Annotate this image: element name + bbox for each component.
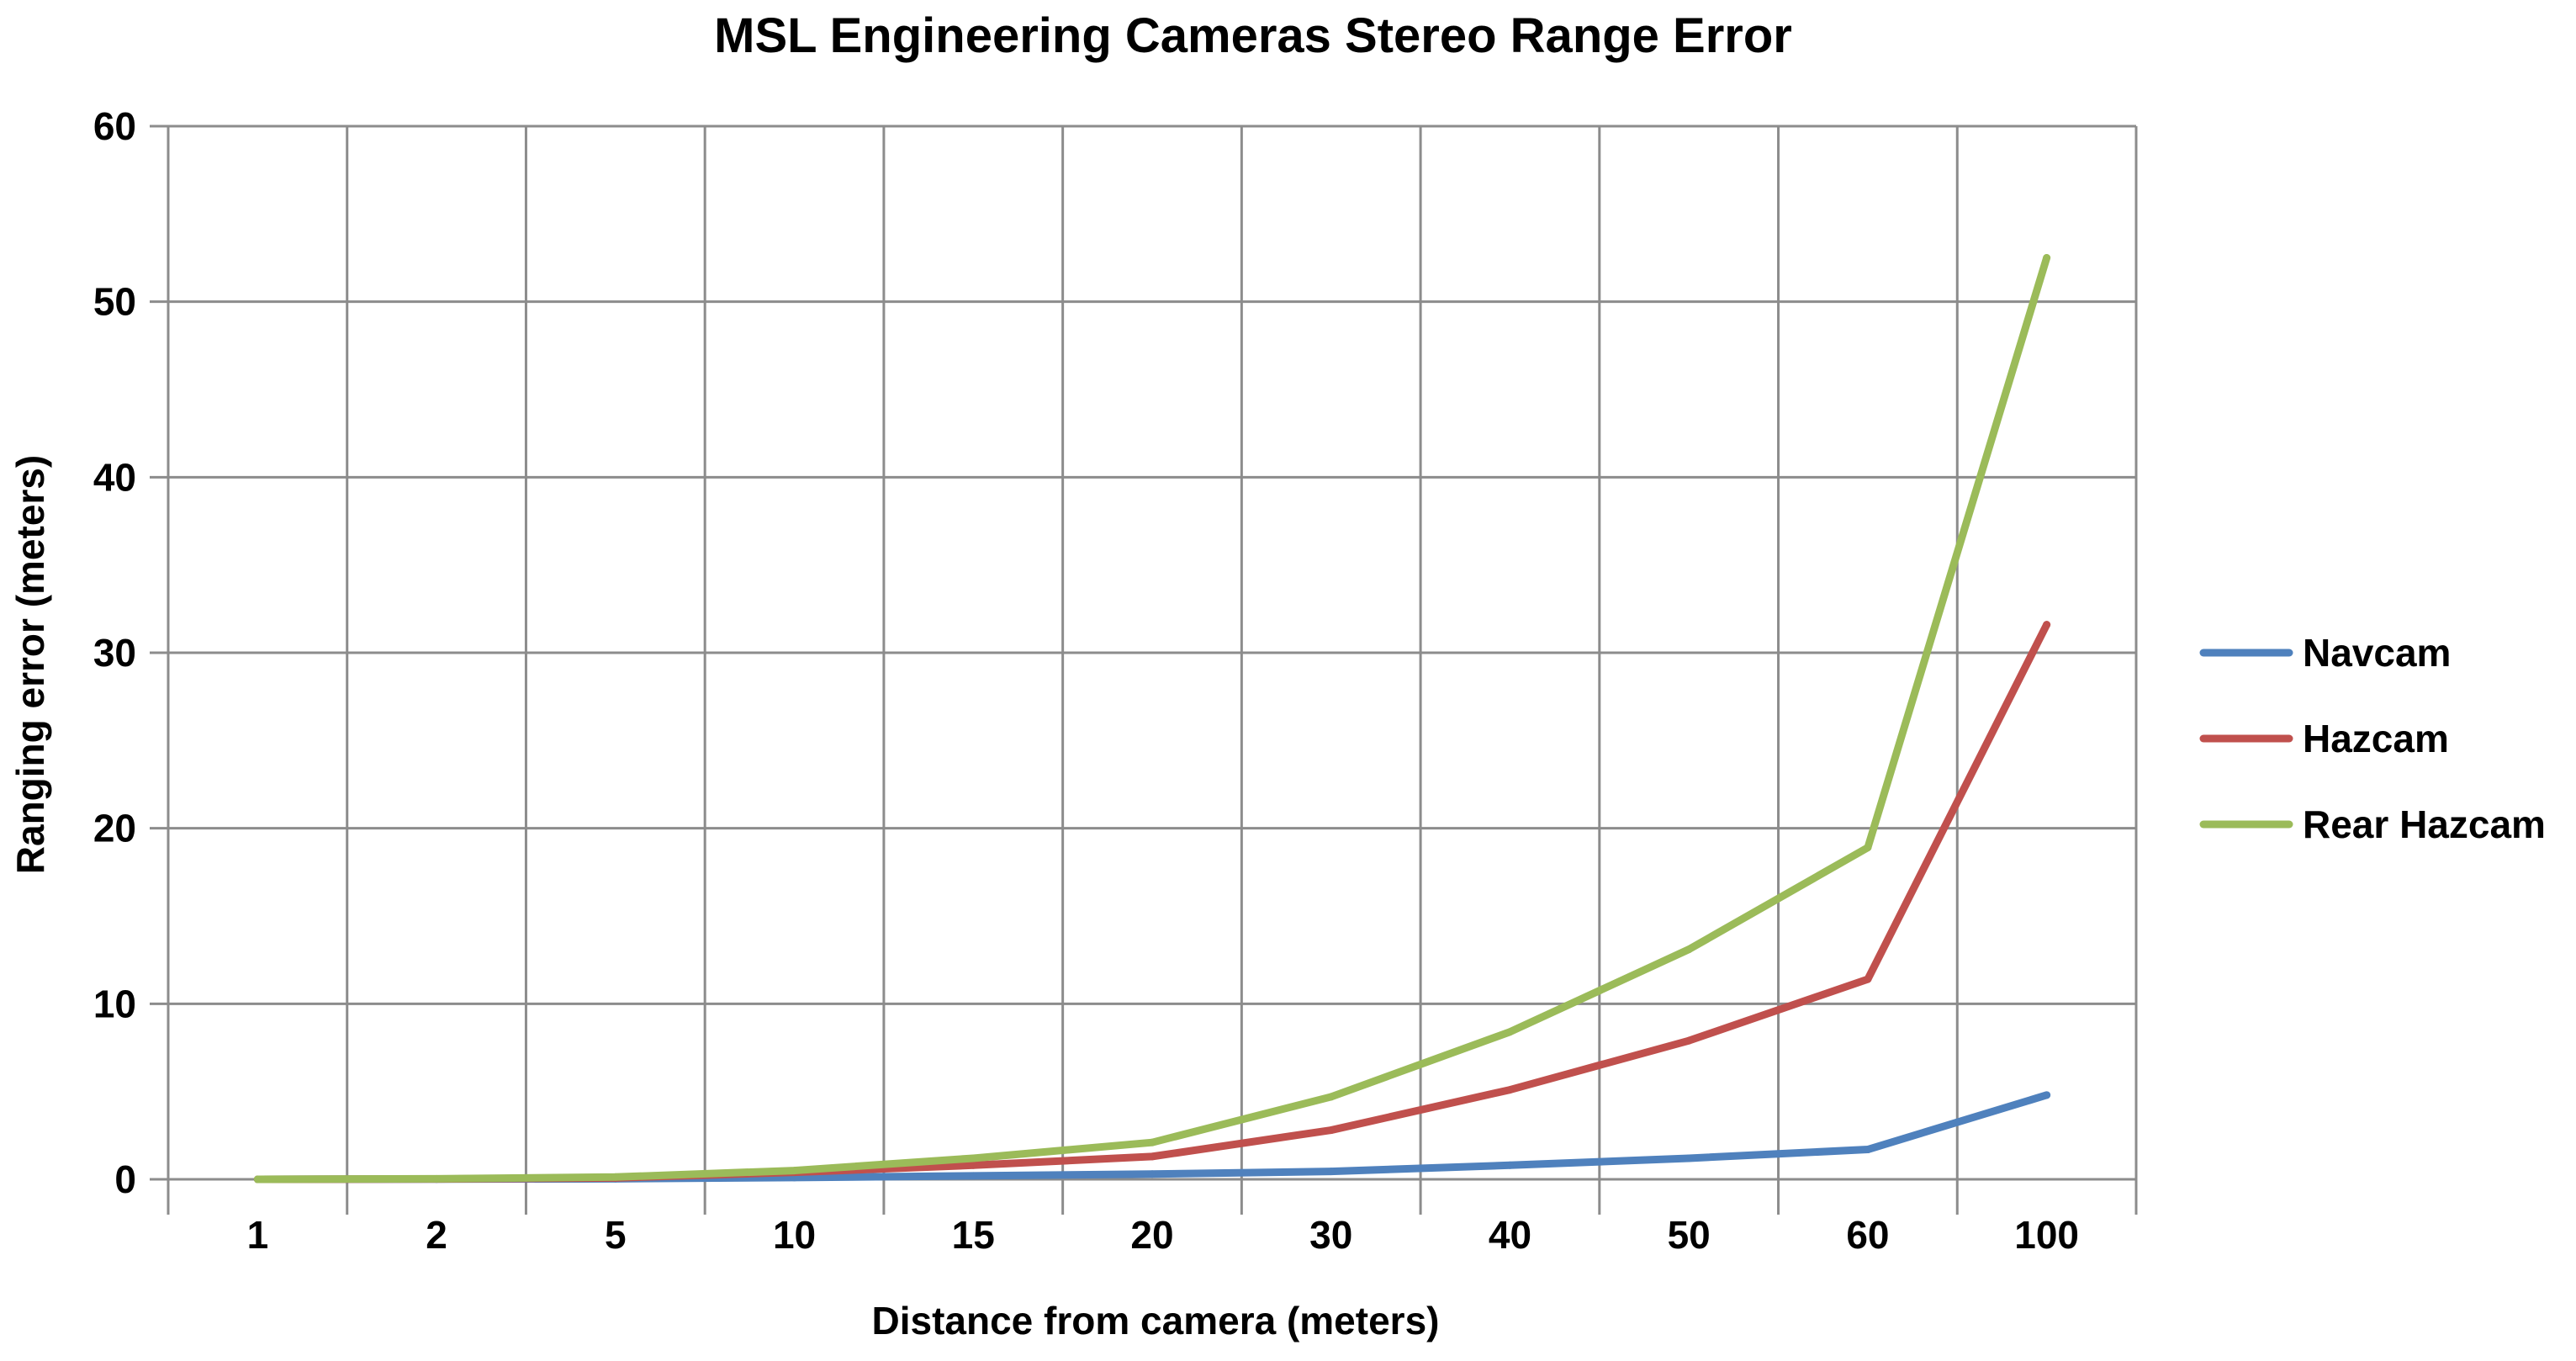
x-axis-label: Distance from camera (meters) bbox=[872, 1299, 1440, 1342]
data-point bbox=[2043, 621, 2051, 629]
data-point bbox=[1685, 1154, 1693, 1162]
y-tick-labels: 0 10 20 30 40 50 60 bbox=[93, 104, 136, 1201]
data-point bbox=[1505, 1028, 1514, 1036]
chart-title: MSL Engineering Cameras Stereo Range Err… bbox=[714, 8, 1792, 63]
x-tick-label: 20 bbox=[1130, 1213, 1173, 1257]
data-point bbox=[1148, 1138, 1156, 1147]
x-tick-label: 2 bbox=[426, 1213, 447, 1257]
x-tick-label: 30 bbox=[1309, 1213, 1352, 1257]
data-point bbox=[611, 1173, 620, 1181]
data-point bbox=[791, 1167, 799, 1175]
data-point bbox=[1685, 1036, 1693, 1045]
data-point bbox=[1505, 1086, 1514, 1094]
legend-item: Rear Hazcam bbox=[2199, 802, 2546, 846]
data-point bbox=[1864, 975, 1872, 983]
x-tick-label: 50 bbox=[1668, 1213, 1711, 1257]
data-point bbox=[1327, 1126, 1336, 1135]
legend-label: Rear Hazcam bbox=[2303, 802, 2546, 846]
y-tick-label: 60 bbox=[93, 104, 136, 148]
legend-label: Hazcam bbox=[2303, 717, 2449, 760]
data-point bbox=[969, 1154, 977, 1162]
axes bbox=[150, 124, 2138, 1215]
data-point bbox=[969, 1161, 977, 1169]
data-point bbox=[1505, 1161, 1514, 1169]
data-point bbox=[2043, 254, 2051, 262]
x-tick-labels: 1 2 5 10 15 20 30 40 50 60 100 bbox=[247, 1213, 2079, 1257]
data-point bbox=[1685, 945, 1693, 954]
gridlines bbox=[168, 124, 2138, 1179]
data-point bbox=[1327, 1093, 1336, 1101]
data-point bbox=[2043, 1091, 2051, 1099]
legend-item: Hazcam bbox=[2199, 717, 2449, 760]
data-point bbox=[1148, 1152, 1156, 1161]
y-tick-label: 10 bbox=[93, 982, 136, 1025]
data-point bbox=[432, 1174, 441, 1183]
y-tick-label: 20 bbox=[93, 807, 136, 850]
data-point bbox=[1864, 1146, 1872, 1154]
y-tick-label: 0 bbox=[114, 1157, 136, 1201]
x-tick-label: 10 bbox=[773, 1213, 816, 1257]
y-tick-label: 40 bbox=[93, 455, 136, 499]
series-lines bbox=[253, 254, 2051, 1184]
x-tick-label: 40 bbox=[1489, 1213, 1531, 1257]
x-tick-label: 15 bbox=[952, 1213, 995, 1257]
x-tick-label: 1 bbox=[247, 1213, 269, 1257]
data-point bbox=[253, 1175, 262, 1184]
data-point bbox=[1864, 844, 1872, 852]
x-tick-label: 100 bbox=[2014, 1213, 2079, 1257]
legend-label: Navcam bbox=[2303, 631, 2451, 675]
data-point bbox=[1327, 1168, 1336, 1176]
x-tick-label: 60 bbox=[1846, 1213, 1889, 1257]
y-axis-label: Ranging error (meters) bbox=[8, 455, 52, 874]
data-point bbox=[1148, 1170, 1156, 1178]
legend-item: Navcam bbox=[2199, 631, 2451, 675]
x-tick-label: 5 bbox=[605, 1213, 627, 1257]
legend: Navcam Hazcam Rear Hazcam bbox=[2199, 631, 2546, 846]
data-point bbox=[969, 1172, 977, 1180]
y-tick-label: 50 bbox=[93, 280, 136, 324]
y-tick-label: 30 bbox=[93, 631, 136, 675]
